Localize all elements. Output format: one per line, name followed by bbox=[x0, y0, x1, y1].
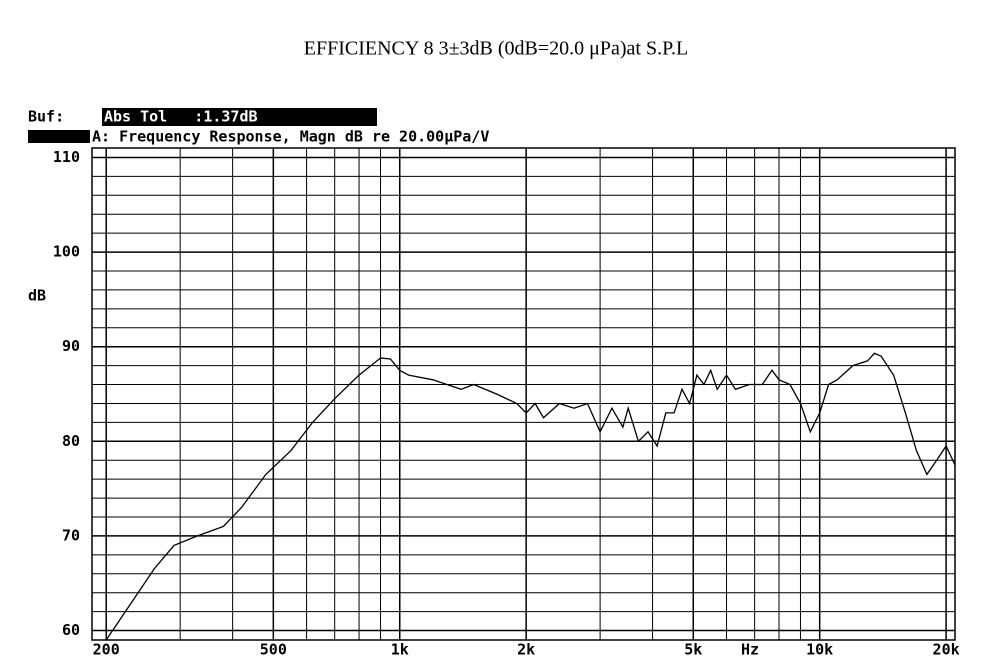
x-tick-label: 500 bbox=[260, 641, 287, 659]
y-tick-label: 90 bbox=[62, 337, 80, 355]
y-tick-label: 70 bbox=[62, 526, 80, 544]
x-tick-label: 1k bbox=[391, 641, 409, 659]
response-curve bbox=[105, 352, 956, 641]
buffer-label: Buf: bbox=[28, 108, 64, 126]
y-tick-label: 60 bbox=[62, 621, 80, 639]
x-axis-label: Hz bbox=[741, 641, 759, 659]
y-tick-label: 100 bbox=[53, 243, 80, 261]
y-tick-label: 80 bbox=[62, 432, 80, 450]
header-box bbox=[28, 130, 90, 143]
x-tick-label: 20k bbox=[933, 641, 960, 659]
status-box bbox=[102, 108, 377, 126]
chart-subtitle: A: Frequency Response, Magn dB re 20.00μ… bbox=[92, 128, 489, 146]
status-text: Abs Tol :1.37dB bbox=[104, 108, 258, 126]
y-axis-label: dB bbox=[28, 287, 46, 305]
y-tick-label: 110 bbox=[53, 148, 80, 166]
x-tick-label: 10k bbox=[806, 641, 833, 659]
chart-title: EFFICIENCY 8 3±3dB (0dB=20.0 μPa)at S.P.… bbox=[304, 38, 688, 60]
x-tick-label: 2k bbox=[517, 641, 535, 659]
plot-border bbox=[91, 147, 956, 641]
x-tick-label: 200 bbox=[93, 641, 120, 659]
x-tick-label: 5k bbox=[684, 641, 702, 659]
